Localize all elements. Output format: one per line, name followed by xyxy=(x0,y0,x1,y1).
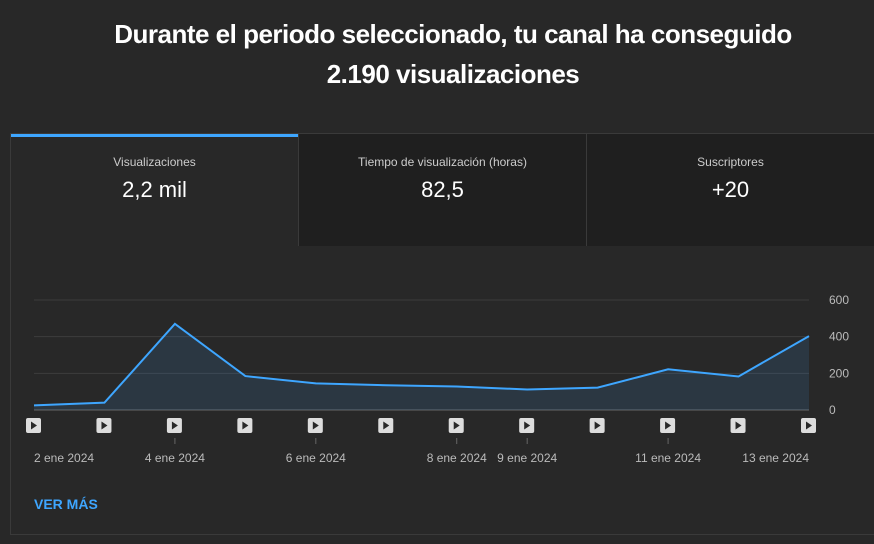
x-tick-label: 4 ene 2024 xyxy=(145,451,205,465)
play-icon xyxy=(665,421,672,430)
video-marker[interactable] xyxy=(801,418,816,433)
tab-label: Visualizaciones xyxy=(113,155,196,169)
headline-line: 2.190 visualizaciones xyxy=(326,59,580,89)
tab-value: +20 xyxy=(711,177,750,202)
see-more-button[interactable]: VER MÁS xyxy=(34,496,98,512)
play-icon xyxy=(806,421,812,430)
headline: Durante el periodo seleccionado, tu cana… xyxy=(0,14,874,94)
y-tick-label: 0 xyxy=(829,403,836,417)
play-icon xyxy=(312,421,319,430)
play-icon xyxy=(735,421,742,430)
tabs: Visualizaciones 2,2 mil Tiempo de visuali… xyxy=(11,134,874,246)
x-tick-label: 6 ene 2024 xyxy=(286,451,346,465)
line-area xyxy=(34,323,809,410)
video-marker[interactable] xyxy=(660,418,676,433)
tab[interactable]: Suscriptores +20 xyxy=(586,134,874,246)
tab-label: Tiempo de visualización (horas) xyxy=(358,155,527,169)
x-tick-label: 13 ene 2024 xyxy=(742,451,809,465)
x-tick-label: 11 ene 2024 xyxy=(635,451,701,465)
tab[interactable]: Tiempo de visualización (horas) 82,5 xyxy=(298,134,586,246)
play-icon xyxy=(524,421,531,430)
video-marker[interactable] xyxy=(307,418,323,433)
tab[interactable]: Visualizaciones 2,2 mil xyxy=(11,134,298,246)
y-tick-label: 600 xyxy=(829,293,849,307)
play-icon xyxy=(31,421,37,430)
x-tick-label: 2 ene 2024 xyxy=(34,451,94,465)
headline-line: Durante el periodo seleccionado, tu cana… xyxy=(114,19,792,49)
play-icon xyxy=(383,421,390,430)
x-tick-label: 9 ene 2024 xyxy=(497,451,557,465)
video-marker[interactable] xyxy=(237,418,253,433)
video-marker[interactable] xyxy=(589,418,605,433)
video-marker[interactable] xyxy=(26,418,41,433)
video-marker[interactable] xyxy=(378,418,394,433)
video-marker[interactable] xyxy=(448,418,464,433)
play-icon xyxy=(594,421,601,430)
tab-value: 2,2 mil xyxy=(122,177,187,202)
play-icon xyxy=(453,421,460,430)
video-marker[interactable] xyxy=(519,418,535,433)
y-tick-label: 200 xyxy=(829,366,849,380)
play-icon xyxy=(101,421,108,430)
tab-label: Suscriptores xyxy=(697,155,764,169)
play-icon xyxy=(242,421,249,430)
y-tick-label: 400 xyxy=(829,330,849,344)
tab-value: 82,5 xyxy=(421,177,464,202)
play-icon xyxy=(171,421,178,430)
video-marker[interactable] xyxy=(730,418,746,433)
video-marker[interactable] xyxy=(166,418,182,433)
x-tick-label: 8 ene 2024 xyxy=(427,451,487,465)
line xyxy=(33,322,810,407)
video-marker[interactable] xyxy=(96,418,112,433)
analytics-card: Visualizaciones 2,2 mil Tiempo de visuali… xyxy=(10,133,874,535)
